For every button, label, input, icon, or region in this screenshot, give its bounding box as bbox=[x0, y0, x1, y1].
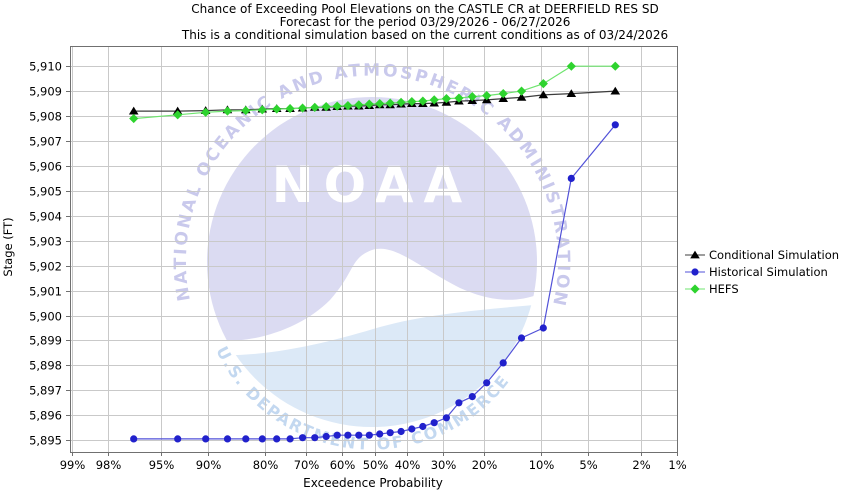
svg-text:5,902: 5,902 bbox=[29, 260, 62, 274]
svg-text:40%: 40% bbox=[395, 458, 421, 472]
series-markers-circle bbox=[130, 121, 619, 443]
svg-text:5,901: 5,901 bbox=[29, 285, 62, 299]
svg-text:5,909: 5,909 bbox=[29, 85, 62, 99]
legend-label: Conditional Simulation bbox=[709, 247, 840, 262]
svg-text:NOAA: NOAA bbox=[272, 156, 472, 214]
chart-title: Chance of Exceeding Pool Elevations on t… bbox=[191, 2, 659, 16]
svg-text:90%: 90% bbox=[196, 458, 222, 472]
legend-item-conditional-simulation: Conditional Simulation bbox=[685, 246, 839, 263]
svg-text:5,906: 5,906 bbox=[29, 160, 62, 174]
svg-text:95%: 95% bbox=[149, 458, 175, 472]
x-axis-label: Exceedence Probability bbox=[303, 476, 443, 490]
svg-text:99%: 99% bbox=[60, 458, 86, 472]
svg-text:70%: 70% bbox=[294, 458, 320, 472]
legend: Conditional Simulation Historical Simula… bbox=[685, 246, 839, 297]
svg-text:5,910: 5,910 bbox=[29, 60, 62, 74]
chart-subtitle: Forecast for the period 03/29/2026 - 06/… bbox=[279, 15, 571, 29]
svg-text:5,896: 5,896 bbox=[29, 409, 62, 423]
svg-text:5,898: 5,898 bbox=[29, 359, 62, 373]
svg-text:5,905: 5,905 bbox=[29, 185, 62, 199]
legend-label: HEFS bbox=[709, 281, 739, 296]
circle-marker-icon bbox=[685, 267, 705, 276]
legend-item-historical-simulation: Historical Simulation bbox=[685, 263, 839, 280]
svg-text:5,899: 5,899 bbox=[29, 334, 62, 348]
svg-text:80%: 80% bbox=[253, 458, 279, 472]
svg-text:20%: 20% bbox=[472, 458, 498, 472]
svg-text:5,897: 5,897 bbox=[29, 384, 62, 398]
svg-text:98%: 98% bbox=[96, 458, 122, 472]
triangle-marker-icon bbox=[685, 250, 705, 258]
tick-labels: 99% 98% 95% 90% 80% 70% 60% 50% 40% 30% 20% 10% 5% 2%… bbox=[29, 60, 687, 473]
legend-item-hefs: HEFS bbox=[685, 280, 839, 297]
svg-text:10%: 10% bbox=[529, 458, 555, 472]
svg-text:60%: 60% bbox=[330, 458, 356, 472]
axis-ticks bbox=[66, 66, 678, 456]
svg-text:50%: 50% bbox=[363, 458, 389, 472]
svg-text:5,895: 5,895 bbox=[29, 434, 62, 448]
svg-text:5,907: 5,907 bbox=[29, 135, 62, 149]
svg-text:30%: 30% bbox=[431, 458, 457, 472]
chart-note: This is a conditional simulation based o… bbox=[181, 28, 669, 42]
svg-text:5,908: 5,908 bbox=[29, 110, 62, 124]
svg-text:1%: 1% bbox=[668, 458, 686, 472]
svg-text:5,903: 5,903 bbox=[29, 235, 62, 249]
gridlines bbox=[70, 46, 678, 452]
series-markers-diamond bbox=[129, 61, 620, 124]
diamond-marker-icon bbox=[685, 283, 705, 294]
svg-text:2%: 2% bbox=[632, 458, 650, 472]
legend-label: Historical Simulation bbox=[709, 264, 828, 279]
svg-text:5%: 5% bbox=[579, 458, 597, 472]
svg-text:5,900: 5,900 bbox=[29, 310, 62, 324]
svg-text:5,904: 5,904 bbox=[29, 210, 62, 224]
